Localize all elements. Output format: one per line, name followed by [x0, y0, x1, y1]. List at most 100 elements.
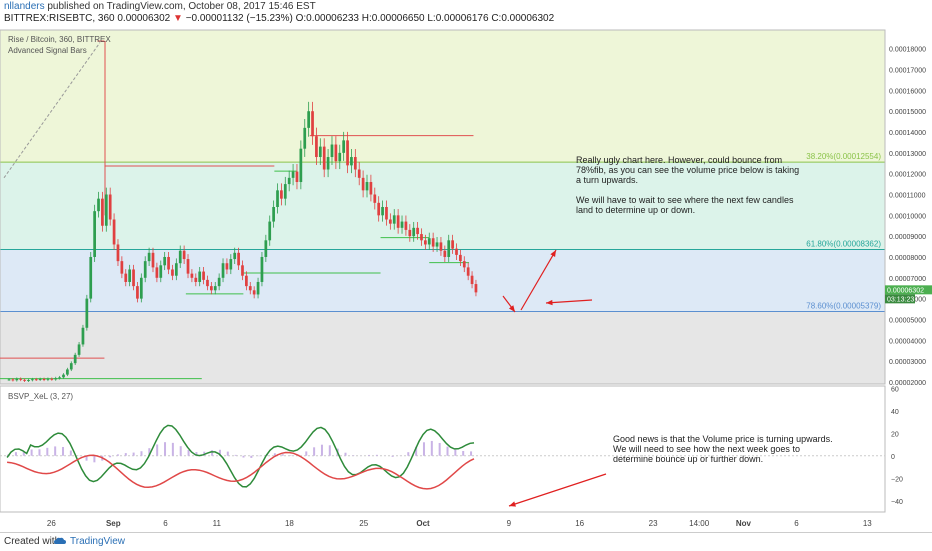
y-tick-label: 0.00005000 — [889, 317, 926, 324]
candle — [54, 378, 57, 379]
candle — [62, 375, 65, 378]
candle — [241, 265, 244, 275]
y-tick-label: 0.00003000 — [889, 359, 926, 366]
osc-y-tick-label: 0 — [891, 454, 895, 461]
osc-histogram-bar — [93, 456, 95, 463]
candle — [467, 267, 470, 275]
x-tick-label: 16 — [575, 519, 584, 528]
osc-histogram-bar — [109, 456, 111, 457]
candle — [167, 257, 170, 269]
price-chart[interactable]: 38.20%(0.00012554) 61.80%(0.00008362) 78.6… — [0, 28, 932, 532]
y-tick-label: 0.00009000 — [889, 234, 926, 241]
candle — [408, 230, 411, 236]
annotation-text: land to determine up or down. — [576, 205, 695, 215]
candle — [268, 222, 271, 241]
osc-histogram-bar — [172, 443, 174, 456]
candle — [226, 263, 229, 269]
candle — [113, 219, 116, 244]
candle — [19, 379, 22, 380]
candle — [451, 240, 454, 248]
tradingview-logo-text[interactable]: TradingView — [70, 536, 125, 547]
candle — [101, 199, 104, 226]
candle — [194, 278, 197, 282]
y-tick-label: 0.00007000 — [889, 276, 926, 283]
candle — [342, 140, 345, 152]
candle — [381, 207, 384, 215]
footer: Created with TradingView — [0, 532, 932, 551]
candle — [156, 267, 159, 277]
candle — [455, 249, 458, 255]
y-tick-label: 0.00010000 — [889, 213, 926, 220]
created-with-label: Created with — [4, 536, 60, 547]
candle — [475, 284, 478, 292]
candle — [8, 379, 11, 380]
candle — [405, 222, 408, 230]
candle — [272, 207, 275, 222]
osc-histogram-bar — [305, 451, 307, 455]
osc-histogram-bar — [211, 450, 213, 456]
candle — [428, 238, 431, 244]
ohlc: O:0.00006233 H:0.00006650 L:0.00006176 C… — [296, 13, 555, 24]
candle — [299, 149, 302, 182]
candle — [420, 234, 423, 240]
candle — [443, 251, 446, 257]
author-name[interactable]: nllanders — [4, 1, 45, 12]
annotation-text: We will have to wait to see where the ne… — [576, 195, 794, 205]
fib-label: 61.80%(0.00008362) — [806, 239, 881, 248]
y-tick-label: 0.00013000 — [889, 151, 926, 158]
candle — [389, 219, 392, 223]
candle — [327, 157, 330, 169]
osc-histogram-bar — [156, 444, 158, 455]
candle — [276, 190, 279, 207]
annotation-arrow — [509, 474, 606, 506]
x-tick-label: 6 — [163, 519, 168, 528]
candle — [233, 253, 236, 259]
candle — [15, 379, 18, 380]
osc-histogram-bar — [470, 451, 472, 455]
annotation-text: We will need to see how the next week go… — [613, 444, 800, 454]
candle — [296, 172, 299, 182]
candle — [117, 244, 120, 261]
candle — [89, 257, 92, 299]
osc-y-tick-label: 60 — [891, 386, 899, 393]
candle — [74, 355, 77, 363]
candle — [187, 259, 190, 274]
candle — [253, 290, 256, 294]
candle — [358, 170, 361, 178]
fib-label: 38.20%(0.00012554) — [806, 152, 881, 161]
candle — [229, 259, 232, 269]
fib-label: 78.60%(0.00005379) — [806, 302, 881, 311]
osc-histogram-bar — [313, 447, 315, 455]
annotation-text: 78%fib, as you can see the volume price … — [576, 165, 799, 175]
candle — [315, 136, 318, 157]
y-tick-label: 0.00016000 — [889, 88, 926, 95]
osc-histogram-bar — [140, 451, 142, 456]
annotation-text: Good news is that the Volume price is tu… — [613, 434, 833, 444]
candle — [183, 251, 186, 259]
candle — [335, 145, 338, 162]
candle — [424, 240, 427, 244]
x-tick-label: Sep — [106, 519, 121, 528]
osc-histogram-bar — [46, 448, 48, 456]
osc-histogram-bar — [125, 453, 127, 456]
candle — [152, 253, 155, 268]
publish-info: nllanders published on TradingView.com, … — [4, 1, 316, 12]
osc-histogram-bar — [282, 454, 284, 456]
candle — [385, 207, 388, 219]
osc-histogram-bar — [180, 446, 182, 456]
osc-histogram-bar — [462, 451, 464, 456]
indicator-name: Advanced Signal Bars — [8, 46, 87, 55]
candle — [202, 272, 205, 280]
candle — [58, 377, 61, 378]
osc-histogram-bar — [376, 455, 378, 456]
candle — [144, 261, 147, 278]
arrow-head — [509, 501, 516, 506]
osc-histogram-bar — [290, 455, 292, 456]
x-tick-label: 26 — [47, 519, 56, 528]
osc-histogram-bar — [392, 456, 394, 457]
x-tick-label: Oct — [416, 519, 430, 528]
last-price: 0.00006302 — [117, 13, 170, 24]
osc-histogram-bar — [133, 453, 135, 456]
candle — [412, 228, 415, 236]
candle — [245, 276, 248, 286]
